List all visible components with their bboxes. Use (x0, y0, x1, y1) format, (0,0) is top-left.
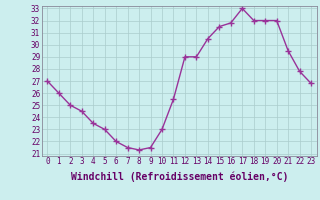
X-axis label: Windchill (Refroidissement éolien,°C): Windchill (Refroidissement éolien,°C) (70, 172, 288, 182)
